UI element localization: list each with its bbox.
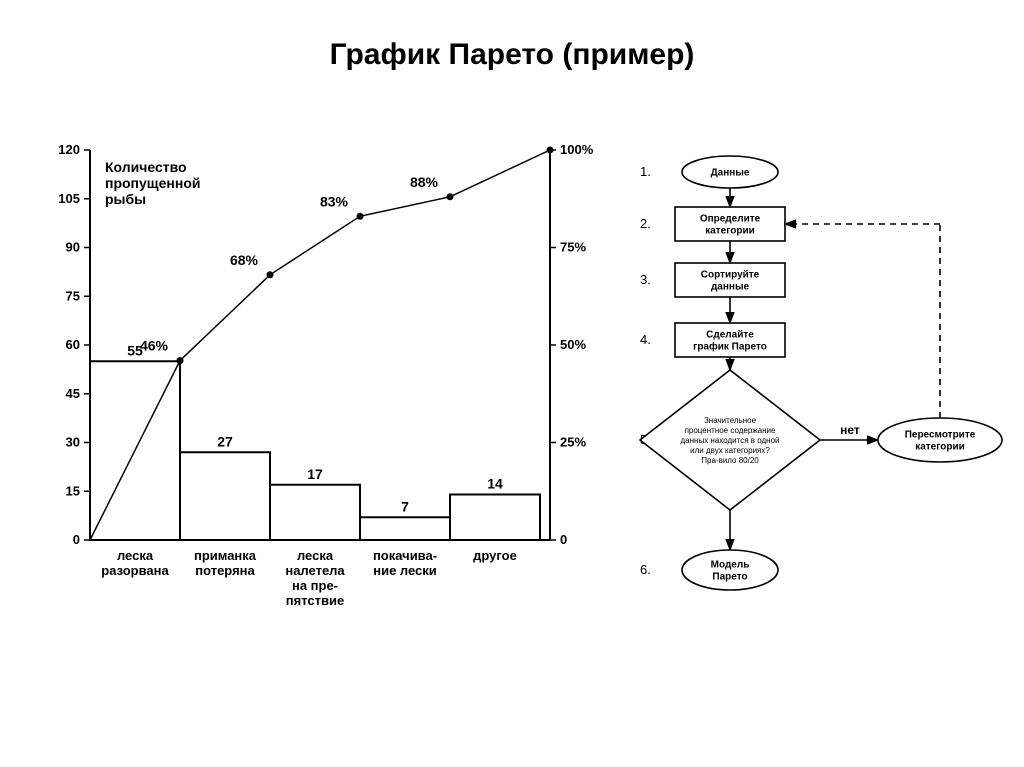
cumulative-pct-label: 46% [140,338,169,354]
ytick-right: 0 [560,532,567,547]
bar-value-label: 7 [401,498,409,514]
flow-node-label: процентное содержание [685,426,776,435]
category-label: налетела [285,563,345,578]
ytick-left: 60 [66,337,80,352]
chart-subtitle: рыбы [105,191,146,207]
cumulative-pct-label: 88% [410,174,439,190]
ytick-right: 25% [560,435,586,450]
flow-node-label: Пересмотрите [905,430,976,441]
flow-edge-label-no: нет [840,423,860,437]
category-label: ние лески [373,563,437,578]
flow-node-label: Пра-вило 80/20 [701,456,759,465]
category-label: покачива- [373,548,437,563]
page-title: График Парето (пример) [0,38,1024,72]
ytick-right: 50% [560,337,586,352]
cumulative-marker [357,213,364,220]
ytick-left: 45 [66,386,80,401]
category-label: другое [473,548,517,563]
flowchart: 1.2.3.4.5.6.ДанныеОпределитекатегорииСор… [620,150,1020,630]
bar-value-label: 27 [217,433,233,449]
flow-node-label: Парето [712,572,747,583]
chart-subtitle: пропущенной [105,175,200,191]
chart-subtitle: Количество [105,159,187,175]
flow-node-label: Сделайте [706,330,754,341]
flow-node-label: Определите [700,214,761,225]
cumulative-marker [447,193,454,200]
flow-node-label: график Парето [693,341,767,353]
flow-node-label: Значительное [704,416,757,425]
flow-node-label: данных находится в одной [681,436,780,445]
cumulative-pct-label: 83% [320,193,349,209]
cumulative-pct-label: 68% [230,252,259,268]
category-label: на пре- [292,578,338,593]
category-label: потеряна [195,563,255,578]
pareto-bar [360,517,450,540]
pareto-bar [450,495,540,541]
ytick-left: 0 [73,532,80,547]
pareto-chart: 0 15 30 45 60 75 90 105 120 0 25% 50% 75% 100% Количес… [30,140,610,700]
cumulative-marker [547,147,554,154]
flow-step-number: 1. [640,164,651,179]
category-label: разорвана [101,563,169,578]
pareto-bar [270,485,360,540]
flow-step-number: 6. [640,562,651,577]
flow-node-label: Сортируйте [701,270,760,281]
flow-step-number: 4. [640,332,651,347]
flow-node-label: категории [915,442,965,453]
cumulative-pct-label: 100% [502,140,538,143]
category-label: приманка [194,548,257,563]
flow-node-label: категории [705,226,755,237]
ytick-left: 90 [66,240,80,255]
flow-step-number: 2. [640,216,651,231]
flow-step-number: 3. [640,272,651,287]
ytick-left: 30 [66,435,80,450]
category-label: леска [117,548,154,563]
ytick-left: 105 [58,191,80,206]
flow-node-label: Модель [711,560,750,571]
flow-node-label: данные [711,282,750,293]
ytick-right: 75% [560,240,586,255]
bar-value-label: 14 [487,476,503,492]
category-label: леска [297,548,334,563]
bar-value-label: 17 [307,466,323,482]
flow-node-label: Данные [711,168,750,179]
flow-node-label: или двух категориях? [690,446,770,455]
ytick-right: 100% [560,142,594,157]
pareto-bar [180,452,270,540]
ytick-left: 120 [58,142,80,157]
ytick-left: 15 [66,483,80,498]
ytick-left: 75 [66,288,80,303]
cumulative-marker [177,357,184,364]
category-label: пятствие [286,593,344,608]
cumulative-marker [267,271,274,278]
